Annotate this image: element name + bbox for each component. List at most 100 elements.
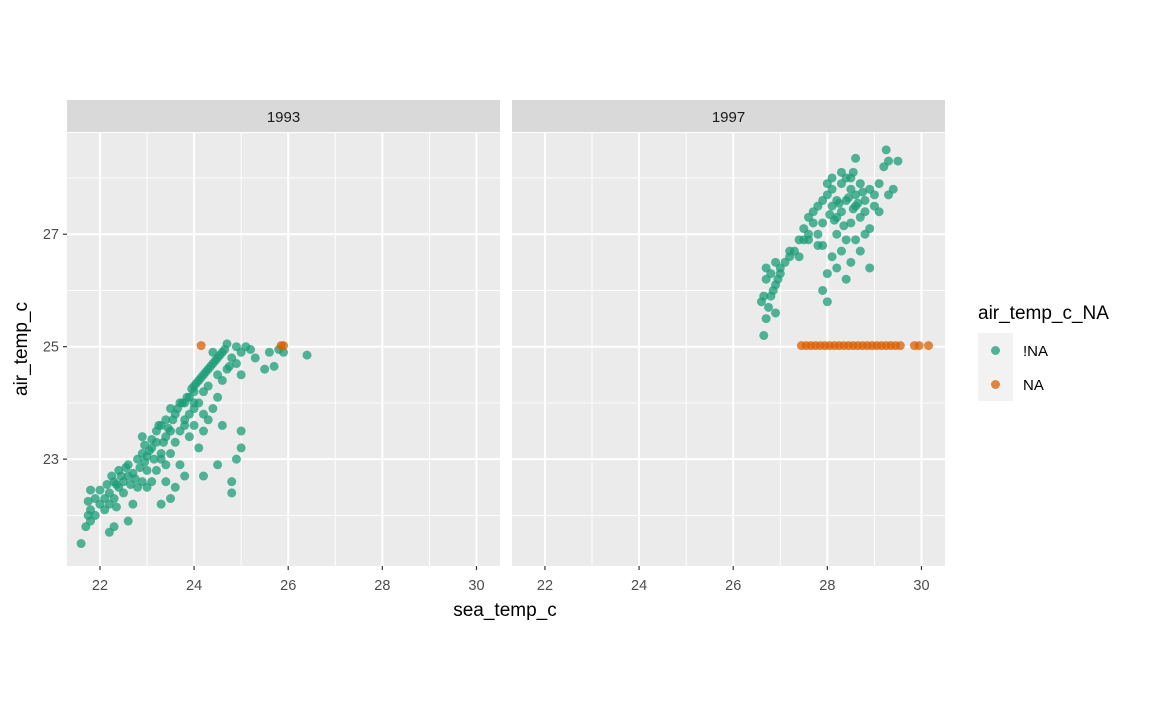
data-point <box>761 263 771 273</box>
data-point <box>846 173 856 183</box>
data-point <box>848 204 858 214</box>
facet-strip <box>512 100 945 132</box>
data-point <box>208 347 218 357</box>
data-point <box>246 345 256 354</box>
data-point <box>302 350 312 360</box>
data-point <box>161 415 171 425</box>
data-point <box>822 269 832 279</box>
data-point <box>168 415 178 425</box>
data-point <box>217 420 227 430</box>
data-point <box>794 252 804 262</box>
x-tick-label: 26 <box>280 578 296 594</box>
data-point <box>227 488 237 498</box>
data-point <box>855 179 865 189</box>
data-point <box>839 221 849 231</box>
x-axis-ticks: 22 24 26 28 30 <box>537 566 930 594</box>
data-point <box>827 252 837 262</box>
data-point <box>269 361 279 371</box>
facet-strip-label: 1997 <box>712 109 745 126</box>
y-tick-label: 23 <box>43 452 59 468</box>
data-point <box>775 269 785 279</box>
data-point <box>865 263 875 273</box>
data-point <box>86 485 96 495</box>
data-point <box>846 218 856 228</box>
data-point <box>198 426 208 436</box>
y-tick-label: 25 <box>43 340 59 356</box>
data-point <box>231 359 241 369</box>
data-point <box>250 353 260 363</box>
point-layer <box>76 339 312 549</box>
data-point <box>90 510 100 520</box>
data-point <box>874 207 884 217</box>
data-point <box>825 210 835 220</box>
legend: air_temp_c_NA !NA NA <box>978 303 1109 401</box>
legend-key-na <box>991 380 1000 389</box>
data-point <box>855 246 865 256</box>
data-point <box>118 488 128 498</box>
data-point <box>236 443 246 453</box>
data-point <box>184 432 194 442</box>
x-tick-label: 30 <box>468 578 484 594</box>
legend-key-na-not <box>991 346 1000 355</box>
data-point <box>813 240 823 250</box>
data-point <box>180 420 190 430</box>
data-point <box>161 460 171 470</box>
data-point <box>76 539 86 549</box>
grid-lines <box>512 133 945 566</box>
data-point <box>189 398 199 408</box>
facet-panel-1993: 1993 22 24 26 28 30 <box>67 100 500 594</box>
x-tick-label: 24 <box>186 578 202 594</box>
data-point <box>844 193 854 203</box>
data-point <box>227 477 237 487</box>
data-point <box>121 463 131 473</box>
y-axis-title: air_temp_c <box>11 302 32 396</box>
data-point <box>224 361 234 371</box>
data-point <box>893 156 903 166</box>
data-point <box>194 443 204 453</box>
data-point <box>832 229 842 239</box>
data-point <box>156 499 166 509</box>
data-point <box>130 474 140 484</box>
data-point <box>764 302 774 312</box>
data-point <box>834 198 844 208</box>
data-point <box>771 257 781 267</box>
x-axis-ticks: 22 24 26 28 30 <box>92 566 485 594</box>
data-point <box>149 454 159 464</box>
x-tick-label: 24 <box>631 578 647 594</box>
x-axis-title: sea_temp_c <box>453 600 557 621</box>
data-point <box>144 446 154 456</box>
data-point <box>860 195 870 205</box>
data-point <box>813 229 823 239</box>
data-point <box>860 229 870 239</box>
x-tick-label: 28 <box>819 578 835 594</box>
facet-panel-1997: 1997 22 24 26 28 30 <box>512 100 945 594</box>
data-point <box>220 345 230 354</box>
data-point <box>808 218 818 228</box>
data-point <box>884 156 894 166</box>
data-point <box>768 285 778 295</box>
facet-strip <box>67 100 500 132</box>
x-tick-label: 22 <box>537 578 553 594</box>
data-point <box>166 449 176 459</box>
data-point <box>804 235 814 245</box>
data-point-na <box>924 341 934 351</box>
data-point <box>759 330 769 340</box>
data-point <box>203 381 213 391</box>
data-point <box>198 409 208 419</box>
data-point <box>860 207 870 217</box>
data-point <box>851 153 861 163</box>
data-point <box>264 347 274 357</box>
y-tick-label: 27 <box>43 227 59 243</box>
data-point <box>851 235 861 245</box>
data-point <box>102 479 112 489</box>
data-point-na <box>895 341 905 351</box>
data-point <box>154 420 164 430</box>
data-point <box>198 471 208 481</box>
data-point <box>260 364 270 374</box>
data-point <box>83 496 93 506</box>
data-point <box>109 494 119 504</box>
data-point <box>858 187 868 197</box>
data-point <box>851 190 861 200</box>
data-point <box>236 426 246 436</box>
legend-title: air_temp_c_NA <box>978 303 1109 324</box>
